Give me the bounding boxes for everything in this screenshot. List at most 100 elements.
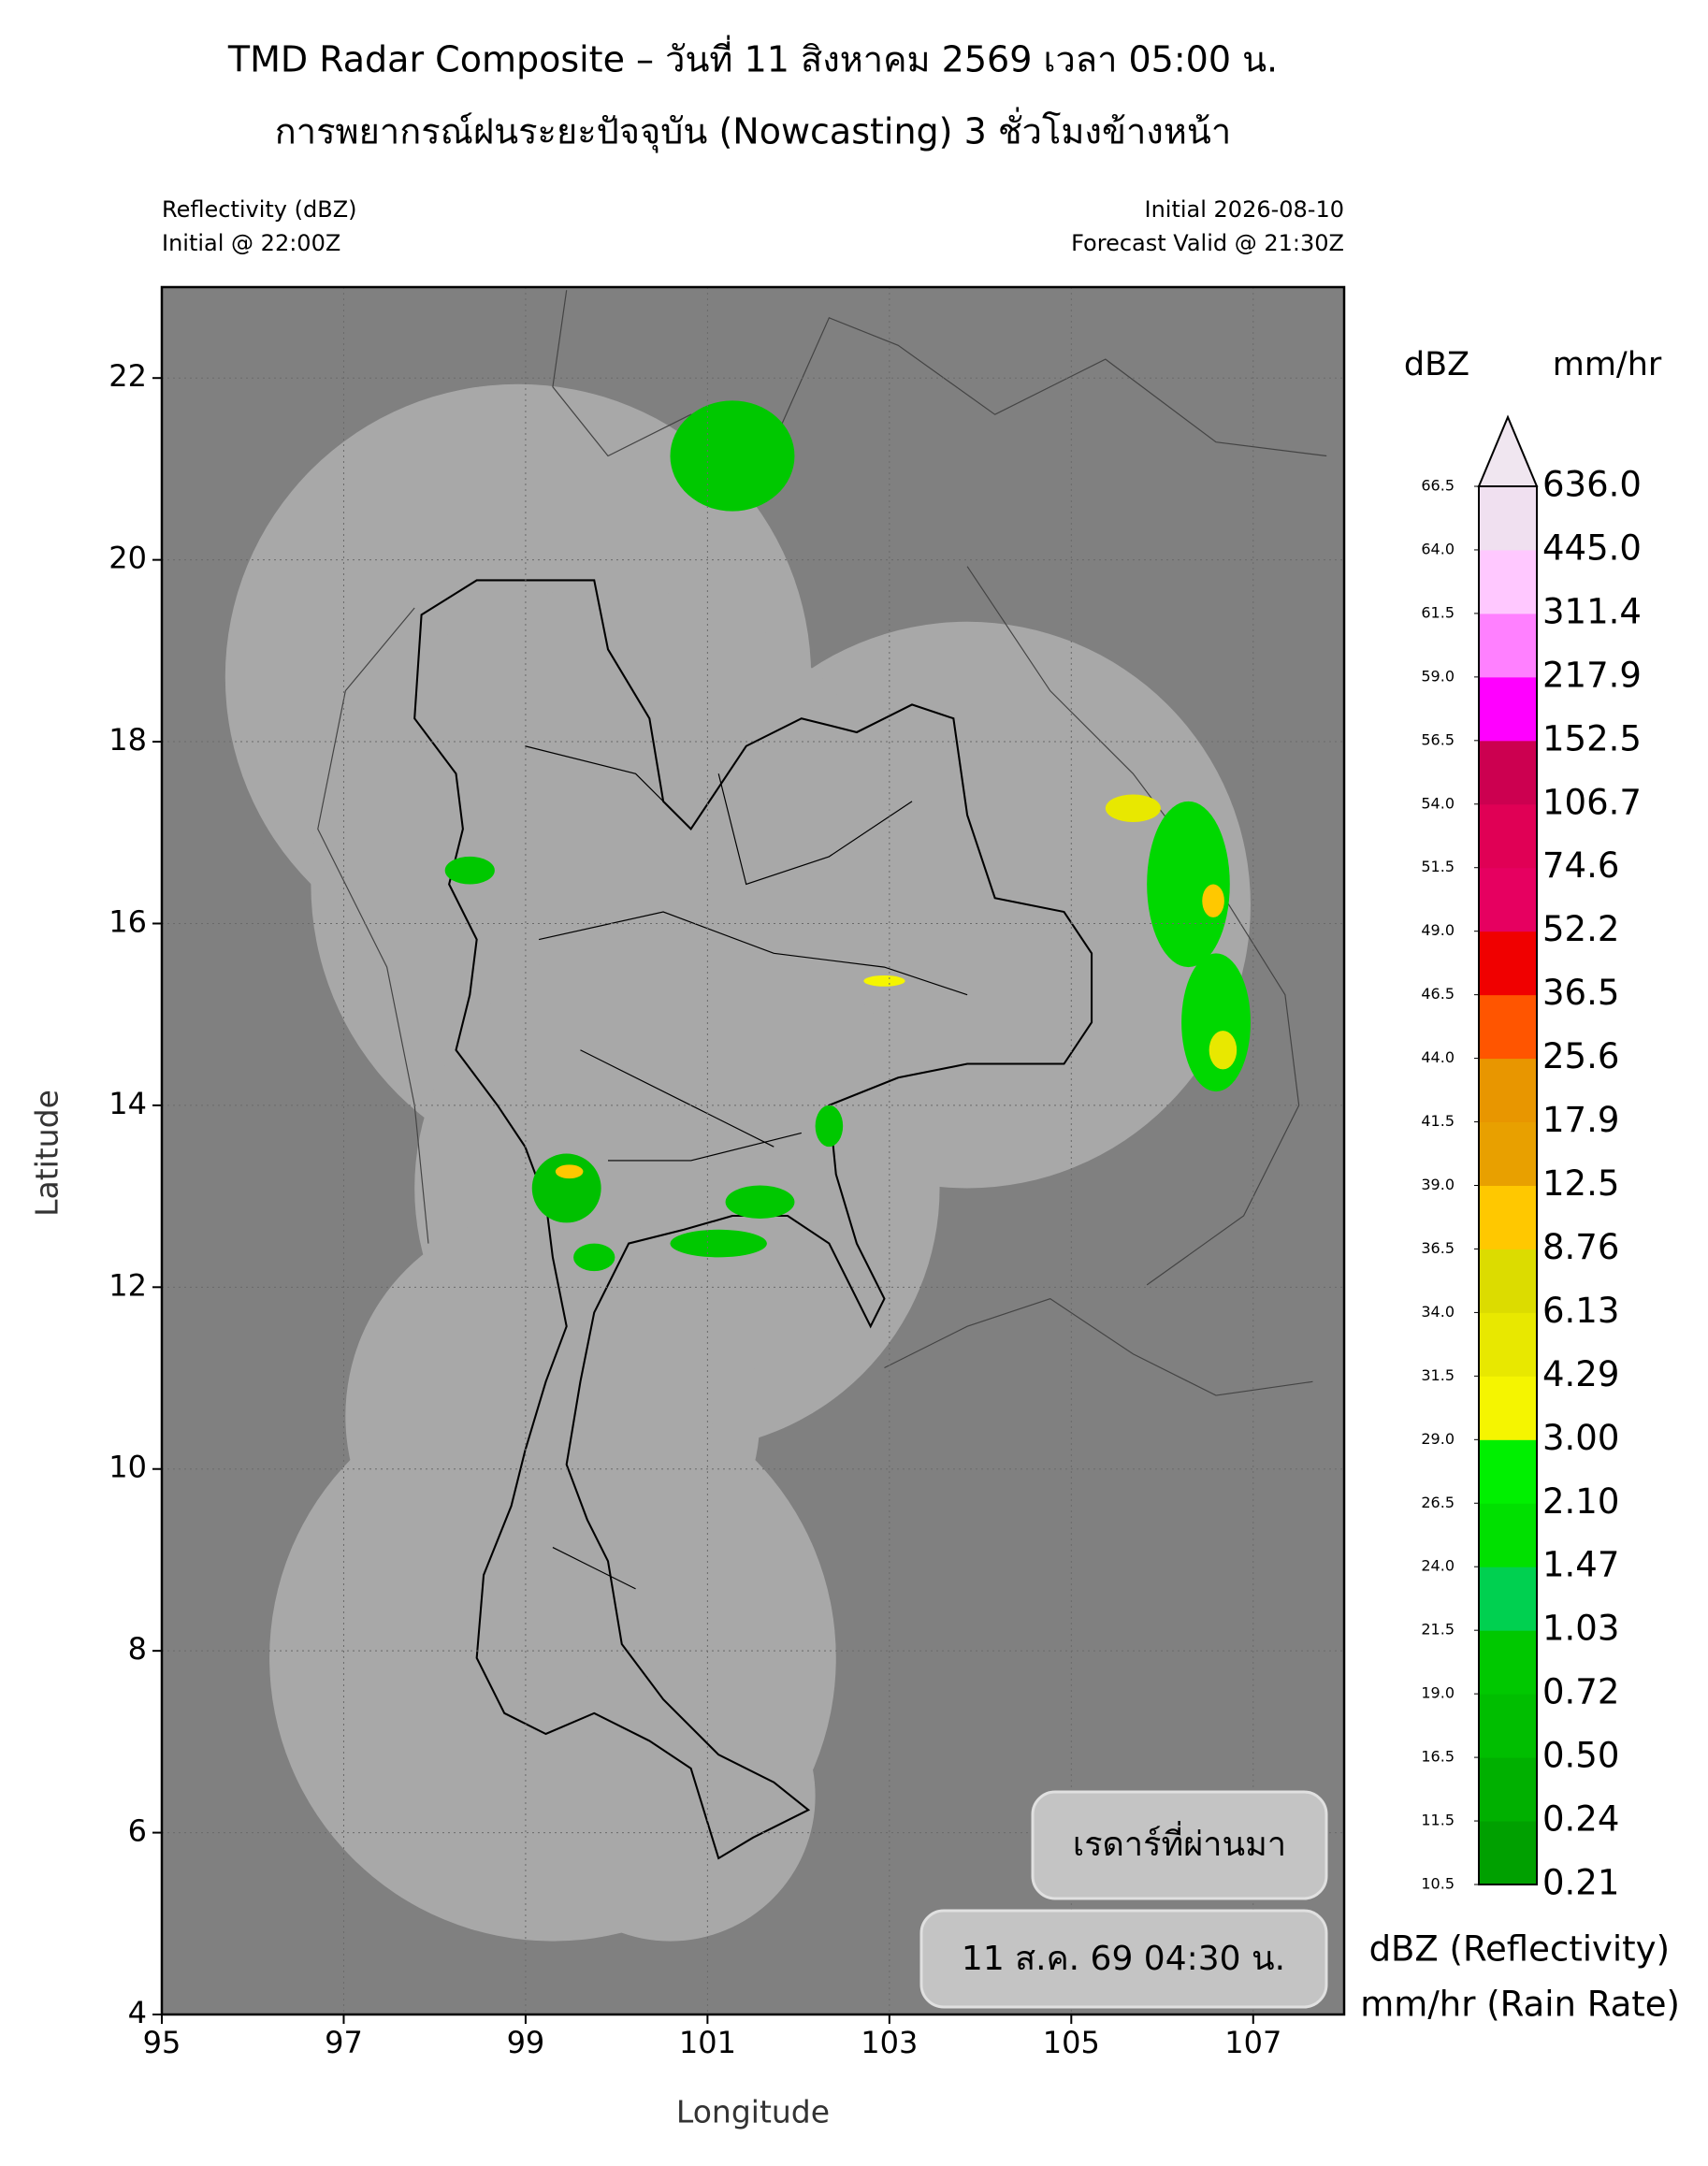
radar-coverage [224,383,1251,1942]
y-tick-label: 14 [109,1086,147,1121]
colorbar-rate-label: 217.9 [1542,655,1642,695]
colorbar-rate-label: 36.5 [1542,973,1619,1013]
colorbar-dbz-label: 64.0 [1421,540,1455,557]
colorbar-segment [1479,1121,1537,1186]
colorbar-extend [1477,414,1539,487]
colorbar-segment [1479,1503,1537,1567]
colorbar-rate-label: 636.0 [1542,465,1642,505]
colorbar-dbz-label: 44.0 [1421,1048,1455,1066]
colorbar-dbz-label: 66.5 [1421,477,1455,495]
colorbar-rate-label: 4.29 [1542,1354,1619,1394]
colorbar-rate-label: 17.9 [1542,1100,1619,1140]
colorbar-segment [1479,1630,1537,1695]
colorbar: 10.5 11.5 16.5 19.0 21.5 24.0 26.5 29.0 31.5 34.0… [1421,414,1642,1903]
colorbar-segment [1479,486,1537,551]
button-label[interactable]: 11 ส.ค. 69 04:30 น. [962,1940,1285,1978]
colorbar-rate-label: 106.7 [1542,782,1642,822]
x-tick-label: 95 [143,2025,181,2060]
x-tick-label: 97 [325,2025,363,2060]
x-tick-label: 105 [1043,2025,1100,2060]
button-background[interactable] [919,1909,1328,2009]
colorbar-dbz-label: 16.5 [1421,1748,1455,1766]
colorbar-dbz-label: 10.5 [1421,1875,1455,1893]
colorbar-rate-label: 311.4 [1542,591,1642,631]
colorbar-title: mm/hr [1553,346,1662,383]
button-background[interactable] [1031,1790,1328,1900]
y-tick-label: 4 [128,1995,147,2030]
y-tick-label: 18 [109,722,147,758]
colorbar-segment [1479,549,1537,614]
header-right: Forecast Valid @ 21:30Z [1071,230,1344,256]
colorbar-dbz-label: 21.5 [1421,1621,1455,1639]
colorbar-dbz-label: 51.5 [1421,858,1455,875]
colorbar-rate-label: 52.2 [1542,909,1619,949]
colorbar-dbz-label: 46.5 [1421,985,1455,1003]
colorbar-legend: dBZ (Reflectivity) [1369,1929,1670,1970]
colorbar-dbz-label: 56.5 [1421,730,1455,748]
colorbar-dbz-label: 26.5 [1421,1494,1455,1511]
colorbar-segment [1479,803,1537,869]
colorbar-segment [1479,867,1537,932]
colorbar-title: dBZ [1404,346,1469,383]
colorbar-rate-label: 445.0 [1542,527,1642,568]
colorbar-segment [1479,1439,1537,1504]
country-outline [413,579,1093,1860]
colorbar-rate-label: 2.10 [1542,1481,1619,1522]
colorbar-segment [1479,1821,1537,1885]
header-left: Initial @ 22:00Z [162,230,340,256]
colorbar-segment [1479,1376,1537,1440]
colorbar-dbz-label: 54.0 [1421,794,1455,812]
y-tick-label: 22 [109,358,147,394]
colorbar-dbz-label: 11.5 [1421,1812,1455,1829]
colorbar-dbz-label: 34.0 [1421,1303,1455,1321]
y-tick-label: 16 [109,903,147,939]
colorbar-segment [1479,740,1537,805]
time-button[interactable]: 11 ส.ค. 69 04:30 น. [919,1909,1328,2009]
colorbar-segment [1479,1567,1537,1631]
map-layer [224,290,1327,1942]
y-tick-label: 10 [109,1450,147,1485]
colorbar-dbz-label: 41.5 [1421,1112,1455,1130]
colorbar-rate-label: 0.72 [1542,1672,1619,1712]
colorbar-segment [1479,1058,1537,1123]
y-tick-label: 12 [109,1267,147,1303]
colorbar-dbz-label: 24.0 [1421,1557,1455,1575]
header-right: Initial 2026-08-10 [1144,196,1344,223]
colorbar-dbz-label: 61.5 [1421,603,1455,621]
colorbar-rate-label: 8.76 [1542,1227,1619,1267]
colorbar-rate-label: 25.6 [1542,1036,1619,1076]
plot-frame [160,285,1346,2016]
colorbar-rate-label: 1.03 [1542,1609,1619,1649]
colorbar-rate-label: 0.50 [1542,1736,1619,1776]
colorbar-rate-label: 6.13 [1542,1291,1619,1331]
button-label[interactable]: เรดาร์ที่ผ่านมา [1073,1821,1286,1864]
colorbar-segment [1479,676,1537,742]
x-tick-label: 99 [507,2025,545,2060]
chart-title: TMD Radar Composite – วันที่ 11 สิงหาคม … [227,36,1278,80]
colorbar-legend: mm/hr (Rain Rate) [1360,1985,1680,2025]
x-axis-label: Longitude [676,2094,830,2130]
header-left: Reflectivity (dBZ) [162,196,357,223]
colorbar-segment [1479,1694,1537,1758]
colorbar-dbz-label: 19.0 [1421,1684,1455,1702]
history-button[interactable]: เรดาร์ที่ผ่านมา [1031,1790,1328,1900]
x-tick-label: 107 [1224,2025,1281,2060]
colorbar-dbz-label: 36.5 [1421,1239,1455,1257]
colorbar-rate-label: 12.5 [1542,1163,1619,1204]
colorbar-dbz-label: 29.0 [1421,1430,1455,1448]
colorbar-rate-label: 0.21 [1542,1863,1619,1903]
colorbar-dbz-label: 39.0 [1421,1176,1455,1193]
chart-subtitle: การพยากรณ์ฝนระยะปัจจุบัน (Nowcasting) 3 … [275,108,1231,153]
colorbar-segment [1479,1249,1537,1313]
colorbar-rate-label: 152.5 [1542,718,1642,758]
colorbar-rate-label: 0.24 [1542,1799,1619,1840]
colorbar-segment [1479,994,1537,1060]
colorbar-segment [1479,613,1537,678]
colorbar-dbz-label: 31.5 [1421,1366,1455,1384]
colorbar-dbz-label: 49.0 [1421,921,1455,939]
colorbar-segment [1479,1757,1537,1822]
colorbar-rate-label: 3.00 [1542,1418,1619,1458]
y-axis-label: Latitude [29,1090,65,1217]
